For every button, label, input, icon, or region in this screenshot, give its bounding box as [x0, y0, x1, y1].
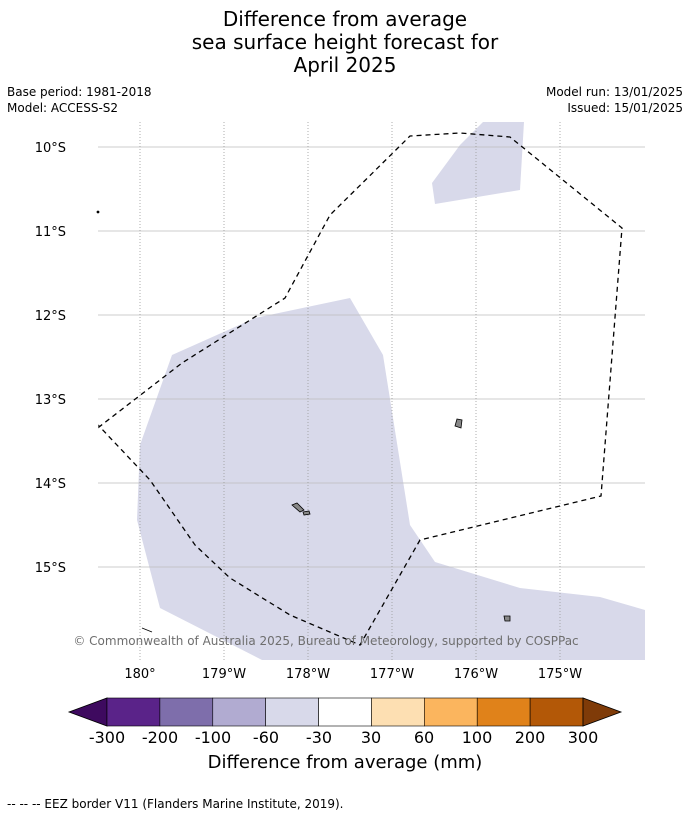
island-northwest — [96, 210, 100, 214]
latitude-labels: 10°S 11°S 12°S 13°S 14°S 15°S — [35, 141, 66, 576]
colorbar: -300 -200 -100 -60 -30 30 60 100 200 300 — [67, 697, 623, 747]
colorbar-tick-label: 200 — [515, 728, 546, 747]
base-period: Base period: 1981-2018 — [7, 85, 152, 99]
copyright-notice: © Commonwealth of Australia 2025, Bureau… — [73, 634, 578, 648]
colorbar-tick-label: -300 — [89, 728, 125, 747]
colorbar-segment — [265, 697, 319, 727]
colorbar-segment — [212, 697, 266, 727]
title-line-1: Difference from average — [222, 7, 468, 31]
colorbar-segment — [476, 697, 531, 727]
colorbar-segment — [106, 697, 161, 727]
lat-label: 10°S — [35, 141, 66, 156]
model-name: Model: ACCESS-S2 — [7, 101, 119, 115]
meta-right: Model run: 13/01/2025 Issued: 15/01/2025 — [546, 84, 683, 116]
lon-label: 177°W — [370, 667, 414, 682]
island-wallis — [454, 418, 463, 429]
colorbar-tick-label: 300 — [568, 728, 599, 747]
anomaly-shading — [137, 122, 645, 660]
colorbar-tick-label: 60 — [414, 728, 434, 747]
colorbar-tick-label: 100 — [462, 728, 493, 747]
longitude-labels: 180° 179°W 178°W 177°W 176°W 175°W — [124, 667, 582, 682]
islands — [96, 210, 511, 633]
colorbar-label: Difference from average (mm) — [207, 752, 483, 773]
colorbar-tick-label: 30 — [361, 728, 381, 747]
colorbar-segment — [424, 697, 478, 727]
latitude-gridlines — [98, 146, 645, 568]
lon-label: 178°W — [286, 667, 330, 682]
colorbar-tick-label: -60 — [253, 728, 279, 747]
lat-label: 13°S — [35, 393, 66, 408]
island-southwest — [141, 627, 153, 633]
lat-label: 11°S — [35, 225, 66, 240]
meta-left: Base period: 1981-2018 Model: ACCESS-S2 — [7, 84, 152, 116]
title-line-3: April 2025 — [293, 53, 397, 77]
eez-footnote: -- -- -- EEZ border V11 (Flanders Marine… — [7, 797, 344, 811]
lon-label: 179°W — [202, 667, 246, 682]
island-futuna — [291, 502, 305, 513]
colorbar-tick-label: -30 — [306, 728, 332, 747]
island-southeast — [503, 615, 511, 622]
lon-label: 176°W — [454, 667, 498, 682]
colorbar-low-extend — [67, 697, 108, 727]
lat-label: 15°S — [35, 561, 66, 576]
island-alofi — [302, 510, 311, 516]
colorbar-high-extend — [582, 697, 623, 727]
colorbar-tick-label: -100 — [195, 728, 231, 747]
title-line-2: sea surface height forecast for — [191, 30, 499, 54]
lat-label: 14°S — [35, 477, 66, 492]
model-run: Model run: 13/01/2025 — [545, 85, 683, 99]
colorbar-tick-label: -200 — [142, 728, 178, 747]
chart-title: Difference from average sea surface heig… — [0, 8, 690, 77]
lon-label: 175°W — [538, 667, 582, 682]
eez-border — [98, 132, 623, 646]
lon-label: 180° — [124, 667, 155, 682]
colorbar-segment — [529, 697, 584, 727]
anomaly-region-north — [432, 122, 524, 204]
lat-label: 12°S — [35, 309, 66, 324]
colorbar-segment — [371, 697, 425, 727]
issued-date: Issued: 15/01/2025 — [567, 101, 683, 115]
colorbar-segment — [318, 697, 372, 727]
anomaly-region-main — [137, 298, 645, 660]
colorbar-segments — [106, 697, 584, 727]
colorbar-ticks: -300 -200 -100 -60 -30 30 60 100 200 300 — [89, 728, 598, 747]
colorbar-segment — [159, 697, 214, 727]
